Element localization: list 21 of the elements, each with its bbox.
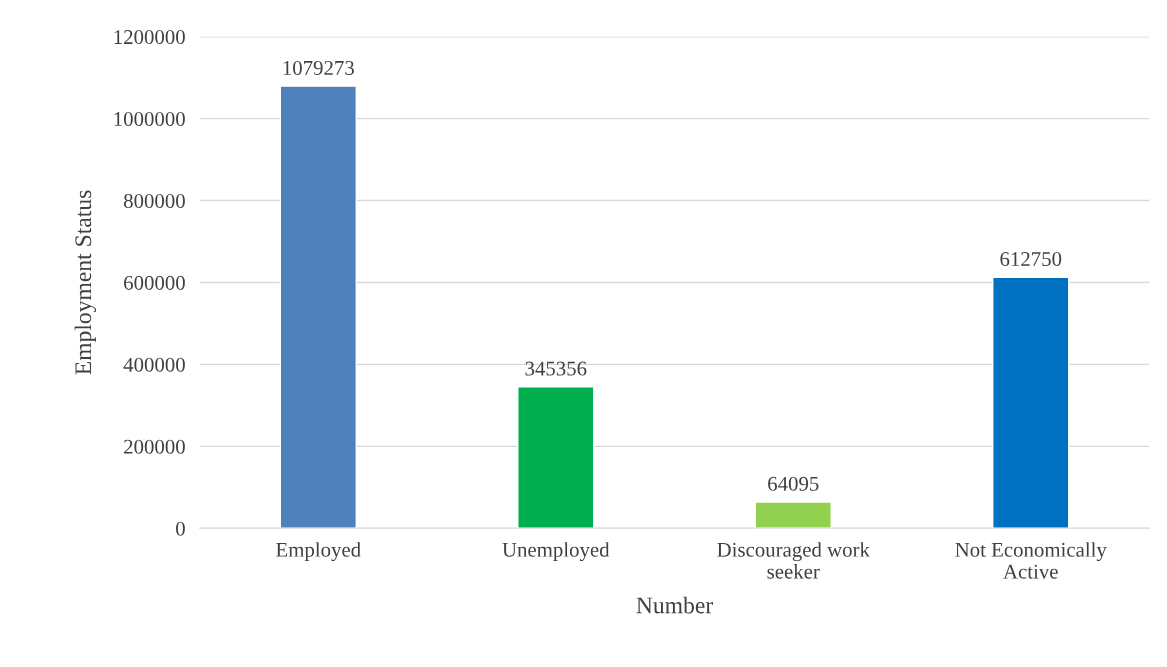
bar [279,85,357,529]
y-tick-label: 800000 [123,193,185,208]
data-label: 345356 [525,361,587,376]
x-tick-label: Unemployed [502,542,610,562]
y-tick-label: 0 [176,521,185,536]
y-tick-label: 600000 [124,275,185,290]
x-tick-label: Discouraged work seeker [717,542,870,579]
y-tick-label: 1000000 [114,111,185,127]
y-tick-label: 200000 [124,439,185,454]
data-label: 64095 [768,476,819,491]
data-label: 612750 [1000,252,1062,267]
bar [754,501,832,529]
y-tick-label: 400000 [123,357,185,372]
x-tick-label: Employed [276,542,361,562]
x-axis-title: Number [636,596,713,614]
data-label: 1079273 [283,60,354,75]
bar [517,386,595,529]
bar [992,276,1070,529]
y-tick-label: 1200000 [114,30,185,45]
x-tick-label: Not Economically Active [955,542,1107,579]
y-axis-title: Employment Status [74,190,97,375]
